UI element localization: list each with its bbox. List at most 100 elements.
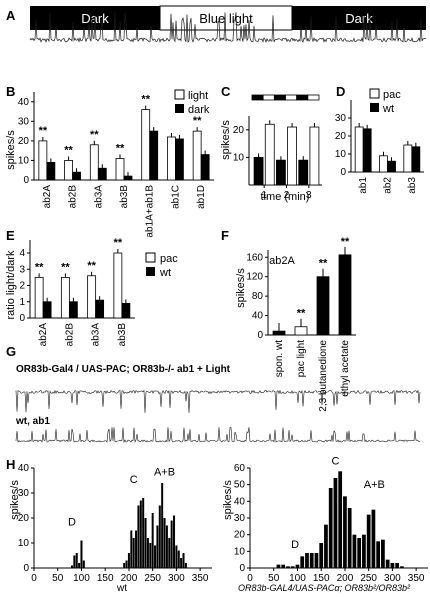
gHR-bin [314, 553, 319, 568]
gHR-axis-ytick-label: 50 [234, 480, 246, 491]
gHL-bin [170, 520, 173, 568]
gHL-peak-ab: A+B [154, 467, 175, 479]
legend-d-wt-swatch [370, 103, 379, 112]
gHR-bin [338, 471, 343, 568]
chart-c-xtick-label: 1 [261, 190, 267, 201]
bar-e-pac [34, 276, 44, 319]
legend-b-dark-swatch [175, 104, 184, 113]
hist-right-ylabel: spikes/s [222, 480, 234, 520]
chart-f-ytick-label: 160 [246, 252, 263, 263]
panel-label-f: F [221, 228, 229, 243]
bar-d-pac [403, 144, 413, 173]
gHR-bin [347, 508, 352, 568]
gHL-axis-ytick-label: 30 [18, 488, 30, 499]
gHL-axis-ytick-label: 0 [23, 563, 29, 574]
gHR-axis-ytick-label: 40 [234, 496, 246, 507]
bar-f [316, 276, 330, 336]
gHR-xtick-label: 50 [268, 573, 280, 584]
sig-marker-f: ** [341, 236, 350, 248]
gHL-xtick-label: 250 [144, 573, 161, 584]
gHL-bin [135, 530, 138, 568]
sig-marker-b: ** [64, 144, 73, 156]
bar-c [276, 159, 286, 186]
bar-d-pac [354, 126, 364, 173]
gHL-bin [156, 525, 159, 568]
gHR-xtick-label: 350 [408, 573, 425, 584]
sig-marker-e: ** [87, 260, 96, 272]
bar-f [272, 330, 286, 336]
chart-f-ytick-label: 80 [252, 291, 264, 302]
chart-d-ytick-label: 30 [335, 113, 347, 124]
legend-d-wt-label: wt [382, 103, 394, 115]
chart-f-ytick-label: 0 [257, 330, 263, 341]
gHL-bin [73, 555, 76, 568]
gHR-bin [286, 566, 290, 568]
bar-b-light [89, 144, 99, 181]
gHL-bin [146, 538, 149, 568]
bar-e-pac [113, 252, 123, 319]
chart-f-title: ab2A [269, 255, 295, 267]
gHL-bin [161, 483, 164, 568]
legend-e-pac-label: pac [160, 253, 178, 265]
chart-f-xtick-label: spon. wt [274, 340, 285, 377]
chart-e-xtick-label: ab3A [91, 323, 102, 347]
gHR-bin [385, 559, 390, 568]
chart-d: pac wt 0 10 20 30 ab1 ab2 ab3 [335, 88, 424, 194]
chart-b-xtick-label: ab3B [119, 185, 130, 209]
chart-b-xtick-label: ab2B [68, 185, 79, 209]
gHR-xtick-label: 250 [360, 573, 377, 584]
panel-label-g: G [6, 344, 16, 359]
gHR-peak-d: D [291, 539, 299, 551]
chart-e: ratio light/dark pac wt 0 1 2 3 4 ** ab2A ** ab2… [5, 237, 178, 346]
gHR-bin [366, 514, 371, 568]
gHL-bin [80, 540, 83, 568]
bar-e-wt [42, 301, 52, 319]
gHL-bin [180, 558, 183, 568]
chart-b-ytick-label: 30 [18, 116, 30, 127]
bar-b-dark [175, 138, 184, 181]
panel-label-b: B [6, 84, 15, 99]
gHR-bin [300, 556, 305, 568]
bar-d-pac [379, 155, 388, 173]
gHL-peak-c: C [130, 474, 138, 486]
chart-e-xtick-label: ab2B [64, 323, 75, 347]
chart-d-ytick-label: 10 [335, 149, 347, 160]
gHR-bin [381, 539, 385, 568]
dark-segment-right [292, 6, 426, 30]
trace-g2-label: wt, ab1 [15, 416, 50, 427]
gHR-bin [343, 496, 347, 568]
gHR-bin [390, 563, 395, 568]
gHL-bin [154, 545, 157, 568]
gHR-bin [371, 509, 376, 568]
chart-b-xtick-label: ab1D [196, 185, 207, 209]
chart-f: spikes/s ab2A 0 40 80 120 160 spon. wt ** pac l… [235, 236, 356, 412]
gHL-bin [177, 550, 180, 568]
chart-e-xtick-label: ab2A [38, 323, 49, 347]
legend-e-wt-swatch [146, 267, 155, 276]
gHL-bin [78, 563, 81, 568]
gHL-bin [173, 515, 176, 568]
chart-b: spikes/s light dark 0 10 20 30 40 ab2A ** ab2B *… [5, 89, 214, 238]
bar-c [287, 126, 297, 186]
bar-c [298, 159, 309, 186]
gHR-axis-ytick-label: 10 [234, 546, 246, 557]
chart-c-stimulus-segment [273, 94, 286, 101]
gHR-peak-ab: A+B [364, 479, 385, 491]
panel-label-c: C [221, 84, 231, 99]
gHR-axis-ytick-label: 0 [239, 563, 245, 574]
gHR-bin [333, 478, 338, 568]
sig-marker-b: ** [193, 115, 202, 127]
chart-d-ytick-label: 0 [340, 167, 346, 178]
gHL-bin [132, 538, 135, 568]
bar-f [294, 326, 308, 336]
bar-e-pac [60, 276, 70, 319]
gHL-axis-ytick-label: 20 [18, 513, 30, 524]
gHR-xtick-label: 150 [313, 573, 330, 584]
panel-label-e: E [6, 228, 15, 243]
chart-b-xtick-label: ab1A+ab1B [145, 185, 156, 238]
chart-c-stimulus-segment [296, 94, 309, 101]
sig-marker-e: ** [61, 261, 70, 273]
gHR-xtick-label: 100 [289, 573, 306, 584]
gHL-xtick-label: 200 [121, 573, 138, 584]
